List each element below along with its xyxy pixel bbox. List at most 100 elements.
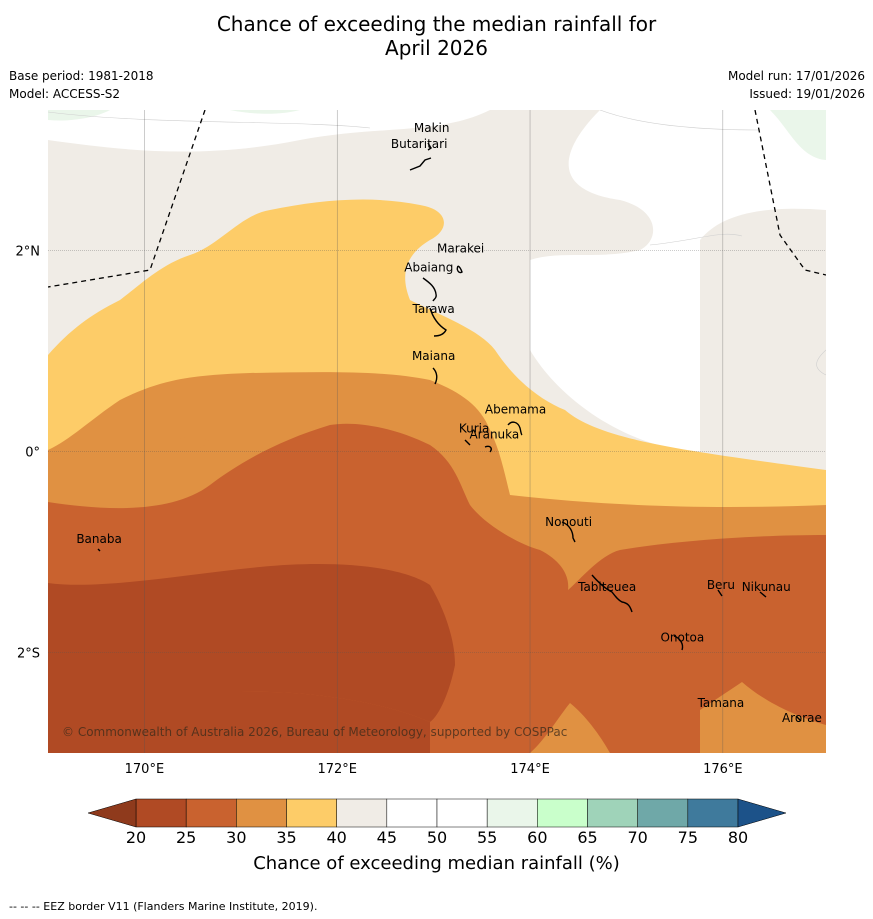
island-nikunau: [759, 591, 767, 598]
place-label-marakei: Marakei: [437, 242, 484, 256]
island-banaba: [97, 548, 101, 552]
eez-footnote: -- -- -- EEZ border V11 (Flanders Marine…: [9, 900, 318, 913]
band-30-35-islet: [175, 437, 210, 455]
eez-borders: [48, 110, 826, 288]
colorbar-title: Chance of exceeding median rainfall (%): [253, 853, 620, 874]
place-label-onotoa: Onotoa: [660, 630, 704, 644]
colorbar-tick-label: 35: [276, 828, 297, 847]
colorbar-over-arrow: [737, 798, 787, 828]
colorbar: [87, 798, 787, 828]
lon-tick-label: 174°E: [510, 762, 550, 777]
island-maiana: [432, 367, 438, 385]
band-55-60-ne: [770, 110, 826, 160]
band-20-25-south: [48, 691, 430, 753]
colorbar-tick-label: 40: [326, 828, 347, 847]
island-nonouti: [561, 521, 576, 543]
place-label-kuria: Kuria: [459, 421, 490, 435]
island-beru: [717, 589, 723, 597]
place-label-maiana: Maiana: [412, 349, 455, 363]
copyright-text: © Commonwealth of Australia 2026, Bureau…: [62, 725, 567, 739]
place-label-butaritari: Butaritari: [391, 137, 448, 151]
colorbar-tick-label: 55: [476, 828, 498, 847]
issued-date: Issued: 19/01/2026: [749, 87, 865, 101]
lon-tick-label: 176°E: [703, 762, 743, 777]
lat-tick-label: 2°N: [16, 245, 41, 260]
island-outlines: [97, 142, 802, 722]
place-label-nikunau: Nikunau: [742, 580, 791, 594]
island-aranuka: [484, 445, 492, 453]
place-label-beru: Beru: [707, 578, 735, 592]
colorbar-under-arrow: [87, 798, 137, 828]
place-label-aranuka: Aranuka: [469, 428, 519, 442]
colorbar-segment: [386, 798, 438, 828]
lon-tick-label: 170°E: [125, 762, 165, 777]
contour-line-d: [649, 233, 743, 246]
colorbar-tick-label: 20: [125, 828, 147, 847]
contour-line-c: [816, 349, 826, 376]
map-title: Chance of exceeding the median rainfall …: [0, 12, 873, 60]
model-name: Model: ACCESS-S2: [9, 87, 121, 101]
colorbar-segment: [135, 798, 187, 828]
band-30-35-south-b: [700, 682, 826, 753]
model-run: Model run: 17/01/2026: [727, 69, 865, 83]
place-label-abemama: Abemama: [485, 402, 546, 416]
island-makin: [427, 142, 432, 151]
place-label-tarawa: Tarawa: [412, 302, 455, 316]
place-label-tamana: Tamana: [697, 696, 745, 710]
place-label-tabiteuea: Tabiteuea: [577, 580, 636, 594]
metadata-right: Model run: 17/01/2026 Issued: 19/01/2026: [728, 67, 865, 103]
colorbar-segment: [587, 798, 638, 828]
contour-line-b: [599, 110, 761, 131]
colorbar-segment: [286, 798, 337, 828]
place-label-abaiang: Abaiang: [404, 261, 453, 275]
colorbar-segment: [236, 798, 287, 828]
place-label-banaba: Banaba: [76, 532, 122, 546]
island-arorae: [795, 715, 802, 722]
island-butaritari: [409, 157, 432, 171]
band-30-35-south-a: [530, 703, 610, 753]
place-label-arorae: Arorae: [782, 711, 822, 725]
colorbar-tick-label: 80: [727, 828, 749, 847]
band-55-60-top: [230, 110, 300, 114]
place-label-makin: Makin: [414, 121, 450, 135]
island-abemama: [507, 421, 523, 436]
colorbar-tick-label: 65: [577, 828, 598, 847]
colorbar-segment: [486, 798, 538, 828]
colorbar-segment: [537, 798, 588, 828]
base-period: Base period: 1981-2018: [9, 69, 154, 83]
axis-tick-labels: 170°E 172°E 174°E 176°E 2°N 0° 2°S: [16, 245, 743, 777]
lat-tick-label: 0°: [25, 446, 40, 461]
colorbar-segment: [637, 798, 689, 828]
colorbar-tick-label: 45: [376, 828, 397, 847]
island-tabiteuea: [591, 574, 633, 613]
island-tarawa: [429, 307, 447, 337]
place-label-nonouti: Nonouti: [545, 515, 592, 529]
island-onotoa: [673, 635, 684, 651]
island-kuria: [464, 439, 471, 446]
island-abaiang: [422, 277, 437, 302]
title-line-1: Chance of exceeding the median rainfall …: [216, 12, 657, 36]
band-20-25: [48, 564, 455, 722]
colorbar-tick-label: 30: [226, 828, 247, 847]
colorbar-tick-label: 75: [677, 828, 698, 847]
lat-tick-label: 2°S: [17, 647, 40, 662]
contour-line-a: [48, 111, 371, 129]
place-labels: Makin Butaritari Marakei Abaiang Tarawa Maian…: [76, 121, 822, 725]
colorbar-tick-label: 50: [426, 828, 448, 847]
colorbar-segment: [185, 798, 237, 828]
forecast-shading: [48, 110, 826, 753]
lon-tick-label: 172°E: [317, 762, 357, 777]
colorbar-segment: [687, 798, 739, 828]
colorbar-tick-label: 60: [527, 828, 548, 847]
colorbar-tick-label: 70: [627, 828, 648, 847]
island-marakei: [456, 265, 463, 274]
eez-border-ne: [754, 110, 826, 276]
title-line-2: April 2026: [385, 36, 488, 60]
metadata-left: Base period: 1981-2018 Model: ACCESS-S2: [9, 67, 154, 103]
colorbar-segment: [436, 798, 488, 828]
graticule: [48, 110, 826, 753]
colorbar-segment: [336, 798, 388, 828]
colorbar-tick-label: 25: [175, 828, 197, 847]
eez-border-nw: [48, 110, 206, 288]
